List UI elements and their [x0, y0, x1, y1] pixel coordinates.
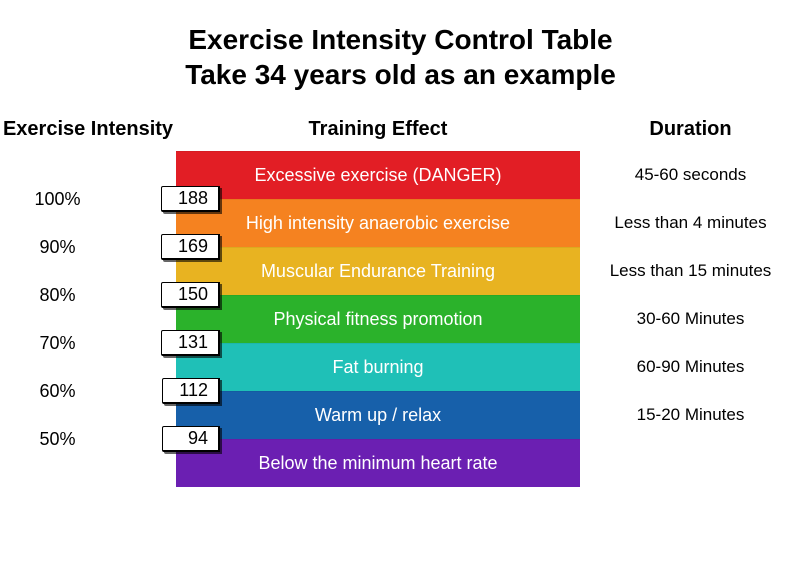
- tick-row: 60% 112: [0, 379, 220, 403]
- column-headers: Exercise Intensity Training Effect Durat…: [0, 118, 801, 141]
- tick-percent: 80%: [0, 285, 115, 306]
- header-duration: Duration: [580, 118, 801, 141]
- tick-row: 80% 150: [0, 283, 220, 307]
- band-row: Below the minimum heart rate: [176, 439, 580, 487]
- band-stack: Excessive exercise (DANGER) High intensit…: [176, 151, 580, 487]
- tick-percent: 100%: [0, 189, 115, 210]
- duration-cell: 45-60 seconds: [580, 151, 801, 199]
- tick-row: 90% 169: [0, 235, 220, 259]
- band-row: Muscular Endurance Training: [176, 247, 580, 295]
- tick-row: 100% 188: [0, 187, 220, 211]
- title-line-1: Exercise Intensity Control Table: [0, 22, 801, 57]
- band-row: Excessive exercise (DANGER): [176, 151, 580, 199]
- band-label: Physical fitness promotion: [273, 309, 482, 330]
- duration-cell: 15-20 Minutes: [580, 391, 801, 439]
- tick-row: 50% 94: [0, 427, 220, 451]
- tick-heartrate: 150: [161, 282, 220, 308]
- duration-cell: 30-60 Minutes: [580, 295, 801, 343]
- header-intensity: Exercise Intensity: [0, 118, 176, 141]
- tick-percent: 50%: [0, 429, 115, 450]
- band-label: Below the minimum heart rate: [258, 453, 497, 474]
- duration-cell: Less than 15 minutes: [580, 247, 801, 295]
- header-effect: Training Effect: [176, 118, 580, 141]
- band-row: Fat burning: [176, 343, 580, 391]
- band-row: Physical fitness promotion: [176, 295, 580, 343]
- tick-heartrate: 112: [162, 378, 220, 404]
- band-row: Warm up / relax: [176, 391, 580, 439]
- duration-cell: Less than 4 minutes: [580, 199, 801, 247]
- tick-heartrate: 169: [161, 234, 220, 260]
- duration-cell: [580, 439, 801, 487]
- page-title: Exercise Intensity Control Table Take 34…: [0, 0, 801, 92]
- band-label: Warm up / relax: [315, 405, 441, 426]
- tick-row: 70% 131: [0, 331, 220, 355]
- duration-cell: 60-90 Minutes: [580, 343, 801, 391]
- band-label: Excessive exercise (DANGER): [254, 165, 501, 186]
- band-label: High intensity anaerobic exercise: [246, 213, 510, 234]
- tick-heartrate: 131: [161, 330, 220, 356]
- tick-percent: 70%: [0, 333, 115, 354]
- duration-column: 45-60 secondsLess than 4 minutesLess tha…: [580, 151, 801, 487]
- band-label: Fat burning: [332, 357, 423, 378]
- band-row: High intensity anaerobic exercise: [176, 199, 580, 247]
- tick-percent: 90%: [0, 237, 115, 258]
- tick-percent: 60%: [0, 381, 115, 402]
- band-label: Muscular Endurance Training: [261, 261, 495, 282]
- title-line-2: Take 34 years old as an example: [0, 57, 801, 92]
- tick-heartrate: 94: [162, 426, 220, 452]
- tick-heartrate: 188: [161, 186, 220, 212]
